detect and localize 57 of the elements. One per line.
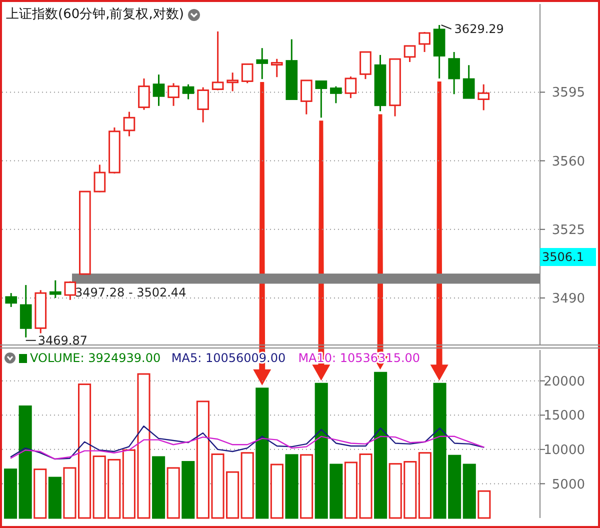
bar: [478, 490, 491, 519]
candlestick: [270, 58, 283, 78]
candlestick: [212, 30, 224, 91]
annotation: 3469.87: [38, 334, 88, 348]
bar: [240, 452, 254, 519]
candlestick: [315, 80, 328, 118]
candlestick: [226, 72, 238, 92]
y-tick-label: 5000: [552, 477, 585, 492]
y-tick-label: 3490: [552, 292, 585, 307]
bar: [48, 476, 62, 519]
bar: [34, 468, 47, 519]
line-series: [10, 436, 485, 460]
bar: [285, 454, 298, 519]
bar: [152, 456, 166, 519]
y-tick-label: 15000: [544, 408, 585, 424]
bar: [18, 405, 32, 519]
bar: [374, 372, 388, 519]
bar: [4, 468, 18, 519]
bar: [300, 454, 314, 519]
candlestick: [152, 74, 165, 107]
bar: [462, 464, 476, 519]
candlestick: [448, 51, 460, 95]
candlestick: [462, 64, 475, 99]
bar: [270, 464, 284, 519]
candlestick: [300, 80, 312, 116]
candlestick: [5, 292, 18, 308]
candlestick: [94, 164, 106, 193]
text: 3506.1: [542, 250, 584, 264]
candlestick: [64, 280, 76, 301]
bar: [256, 388, 269, 519]
candlestick: [418, 31, 430, 53]
candlestick: [330, 86, 342, 104]
candlestick: [182, 84, 194, 100]
candlestick: [478, 84, 490, 111]
candlestick: [168, 82, 180, 107]
bar: [166, 467, 180, 519]
candlestick: [138, 78, 150, 111]
candlestick: [404, 45, 416, 63]
y-tick-label: 3525: [552, 222, 585, 238]
legend-label: VOLUME: 3924939.00: [30, 351, 161, 365]
bar: [182, 461, 195, 519]
chart-title: 上证指数(60分钟,前复权,对数): [6, 7, 184, 22]
bar: [418, 452, 432, 519]
candlestick: [360, 51, 372, 80]
candlestick: [123, 111, 136, 138]
candlestick: [256, 47, 268, 80]
y-tick-label: 10000: [544, 442, 585, 458]
candlestick: [49, 280, 62, 299]
candlestick: [241, 63, 254, 84]
candlestick: [20, 284, 32, 338]
candlestick: [197, 86, 209, 124]
candlestick: [344, 76, 357, 99]
annotation: 3629.29: [454, 22, 504, 36]
y-tick-label: 20000: [544, 374, 585, 390]
line-series: [10, 426, 485, 460]
y-tick-label: 3560: [552, 154, 585, 170]
y-tick-label: 3595: [552, 86, 585, 101]
